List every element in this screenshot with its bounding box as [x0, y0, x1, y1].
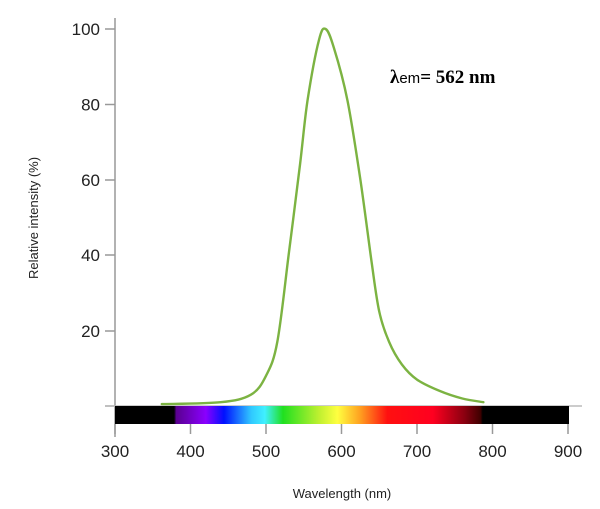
x-tick-600: 600: [327, 442, 355, 461]
x-axis-ticks: [114, 424, 569, 434]
x-axis-tick-labels: 300 400 500 600 700 800 900: [101, 442, 582, 461]
peak-wavelength-annotation: λem= 562 nm: [390, 67, 496, 88]
x-tick-900: 900: [554, 442, 582, 461]
y-tick-20: 20: [81, 322, 100, 341]
x-tick-300: 300: [101, 442, 129, 461]
y-axis-tick-labels: 100 80 60 40 20: [72, 20, 100, 341]
y-tick-60: 60: [81, 171, 100, 190]
x-tick-400: 400: [176, 442, 204, 461]
x-tick-700: 700: [403, 442, 431, 461]
lambda-symbol: λ: [390, 67, 400, 88]
lambda-subscript: em: [399, 70, 420, 87]
y-tick-100: 100: [72, 20, 100, 39]
emission-curve: [160, 27, 485, 406]
y-tick-40: 40: [81, 246, 100, 265]
y-tick-80: 80: [81, 96, 100, 115]
y-axis-title: Relative intensity (%): [26, 157, 41, 279]
x-tick-800: 800: [478, 442, 506, 461]
x-axis-title: Wavelength (nm): [293, 486, 392, 501]
peak-value: = 562 nm: [420, 67, 495, 88]
y-axis-ticks: [105, 28, 115, 407]
x-tick-500: 500: [252, 442, 280, 461]
visible-spectrum-bar: [115, 406, 569, 424]
